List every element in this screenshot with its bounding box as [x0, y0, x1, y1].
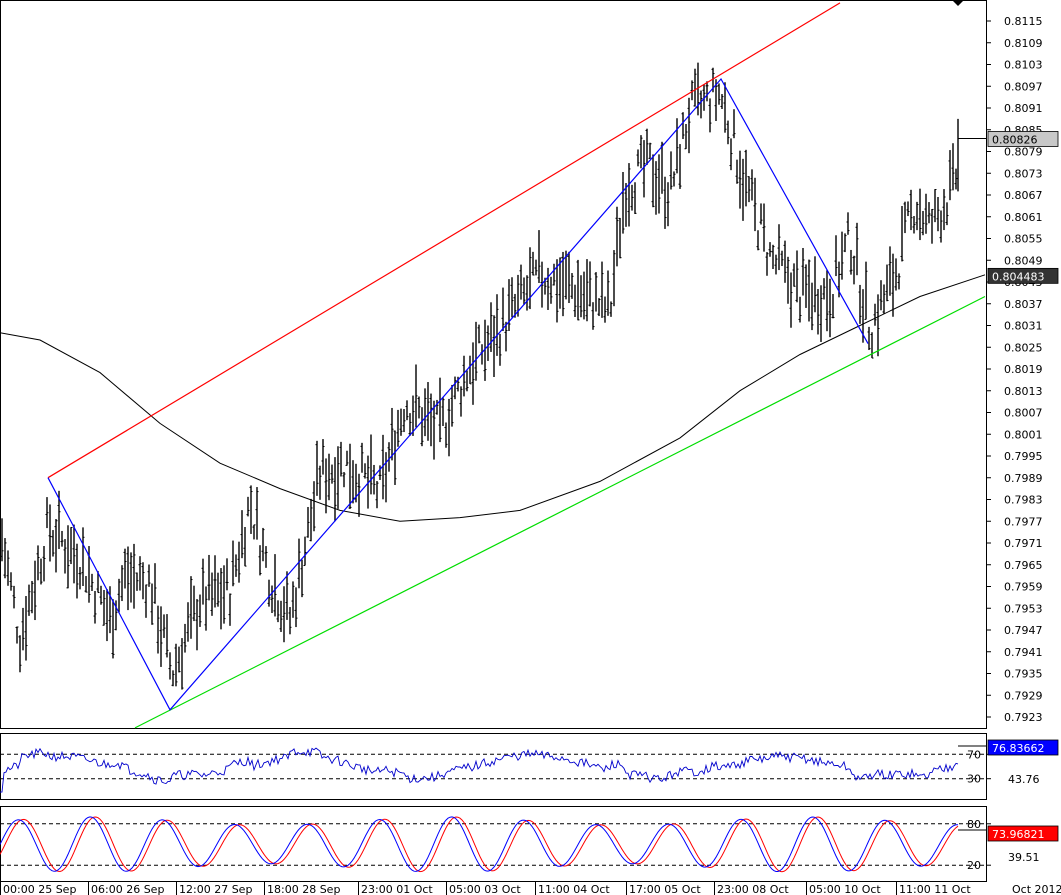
price-y-axis: 0.81150.81090.81030.80970.80910.80850.80…	[986, 15, 1043, 724]
y-tick-label: 0.8067	[1004, 189, 1043, 202]
y-tick-label: 0.8031	[1004, 320, 1043, 333]
x-label-month: Oct 2012	[1012, 883, 1061, 895]
y-tick-label: 0.7947	[1004, 624, 1043, 637]
y-tick-label: 0.7923	[1004, 711, 1043, 724]
y-tick-label: 0.8037	[1004, 298, 1043, 311]
osc2-secondary-label: 39.51	[1008, 851, 1040, 864]
y-tick-label: 0.8019	[1004, 363, 1043, 376]
y-tick-label: 0.8013	[1004, 385, 1043, 398]
y-tick-label: 0.7971	[1004, 537, 1043, 550]
x-label: 11:00 11 Oct	[899, 883, 971, 895]
trend-lines-layer	[47, 2, 986, 729]
oscillator-2-layer: 80 20	[0, 816, 991, 873]
current-price-badge: 0.80826	[992, 133, 1038, 146]
price-panel-frame	[0, 0, 987, 729]
current-price-badge-box	[987, 131, 1059, 147]
osc1-value-badge-box	[987, 739, 1059, 756]
y-tick-label: 0.7929	[1004, 689, 1043, 702]
y-tick-label: 0.7989	[1004, 472, 1043, 485]
y-tick-label: 0.8055	[1004, 233, 1043, 246]
y-tick-label: 0.8073	[1004, 167, 1043, 180]
y-tick-label: 0.8097	[1004, 80, 1043, 93]
x-label: 18:00 28 Sep	[267, 883, 340, 895]
x-label: 05:00 03 Oct	[449, 883, 521, 895]
y-tick-label: 0.8001	[1004, 428, 1043, 441]
y-tick-label: 0.8025	[1004, 341, 1043, 354]
channel-lower-line	[134, 295, 986, 729]
x-label: 00:00 25 Sep	[3, 883, 76, 895]
osc2-value-badge-box	[987, 825, 1059, 842]
osc1-value-badge: 76.83662	[992, 742, 1045, 755]
channel-upper-line	[47, 2, 841, 479]
x-label: 23:00 08 Oct	[717, 883, 789, 895]
osc2-level-label: 80	[967, 818, 981, 831]
osc1-secondary-label: 43.76	[1008, 773, 1040, 786]
y-tick-label: 0.7953	[1004, 602, 1043, 615]
zigzag-line	[47, 77, 869, 711]
osc2-main-line	[0, 816, 958, 872]
y-tick-label: 0.7959	[1004, 581, 1043, 594]
x-label: 23:00 01 Oct	[361, 883, 433, 895]
price-bars-layer	[0, 62, 986, 690]
osc1-line	[0, 747, 959, 793]
osc2-value-badge: 73.96821	[992, 828, 1045, 841]
y-tick-label: 0.7983	[1004, 494, 1043, 507]
y-tick-label: 0.7977	[1004, 515, 1043, 528]
x-label: 11:00 04 Oct	[538, 883, 610, 895]
osc2-level-label: 20	[967, 859, 981, 872]
y-tick-label: 0.8079	[1004, 146, 1043, 159]
oscillator-1-layer: 70 30	[0, 747, 991, 793]
value-badges: 0.80826 0.804483 76.83662 43.76 73.96821 39.5…	[958, 131, 1059, 864]
y-tick-label: 0.8061	[1004, 211, 1043, 224]
osc2-signal-line	[0, 816, 959, 873]
y-tick-label: 0.8109	[1004, 37, 1043, 50]
oscillator-1-panel-frame	[0, 733, 987, 800]
x-label: 06:00 26 Sep	[91, 883, 164, 895]
y-tick-label: 0.8007	[1004, 407, 1043, 420]
osc1-level-label: 70	[967, 748, 981, 761]
x-label: 17:00 05 Oct	[629, 883, 701, 895]
scroll-marker-icon[interactable]	[952, 0, 964, 6]
moving-average-badge-box	[987, 267, 1059, 284]
y-tick-label: 0.8115	[1004, 15, 1043, 28]
y-tick-label: 0.8103	[1004, 59, 1043, 72]
moving-average-badge: 0.804483	[992, 270, 1045, 283]
y-tick-label: 0.7941	[1004, 646, 1043, 659]
x-label: 05:00 10 Oct	[809, 883, 881, 895]
y-tick-label: 0.7995	[1004, 450, 1043, 463]
osc1-level-label: 30	[967, 773, 981, 786]
time-x-axis: 00:00 25 Sep 06:00 26 Sep 12:00 27 Sep 18:0…	[0, 882, 1061, 895]
y-tick-label: 0.7935	[1004, 668, 1043, 681]
y-tick-label: 0.8091	[1004, 102, 1043, 115]
y-tick-label: 0.8049	[1004, 254, 1043, 267]
x-label: 12:00 27 Sep	[179, 883, 252, 895]
y-tick-label: 0.7965	[1004, 559, 1043, 572]
moving-average-layer	[0, 274, 986, 522]
moving-average-line	[0, 274, 986, 522]
